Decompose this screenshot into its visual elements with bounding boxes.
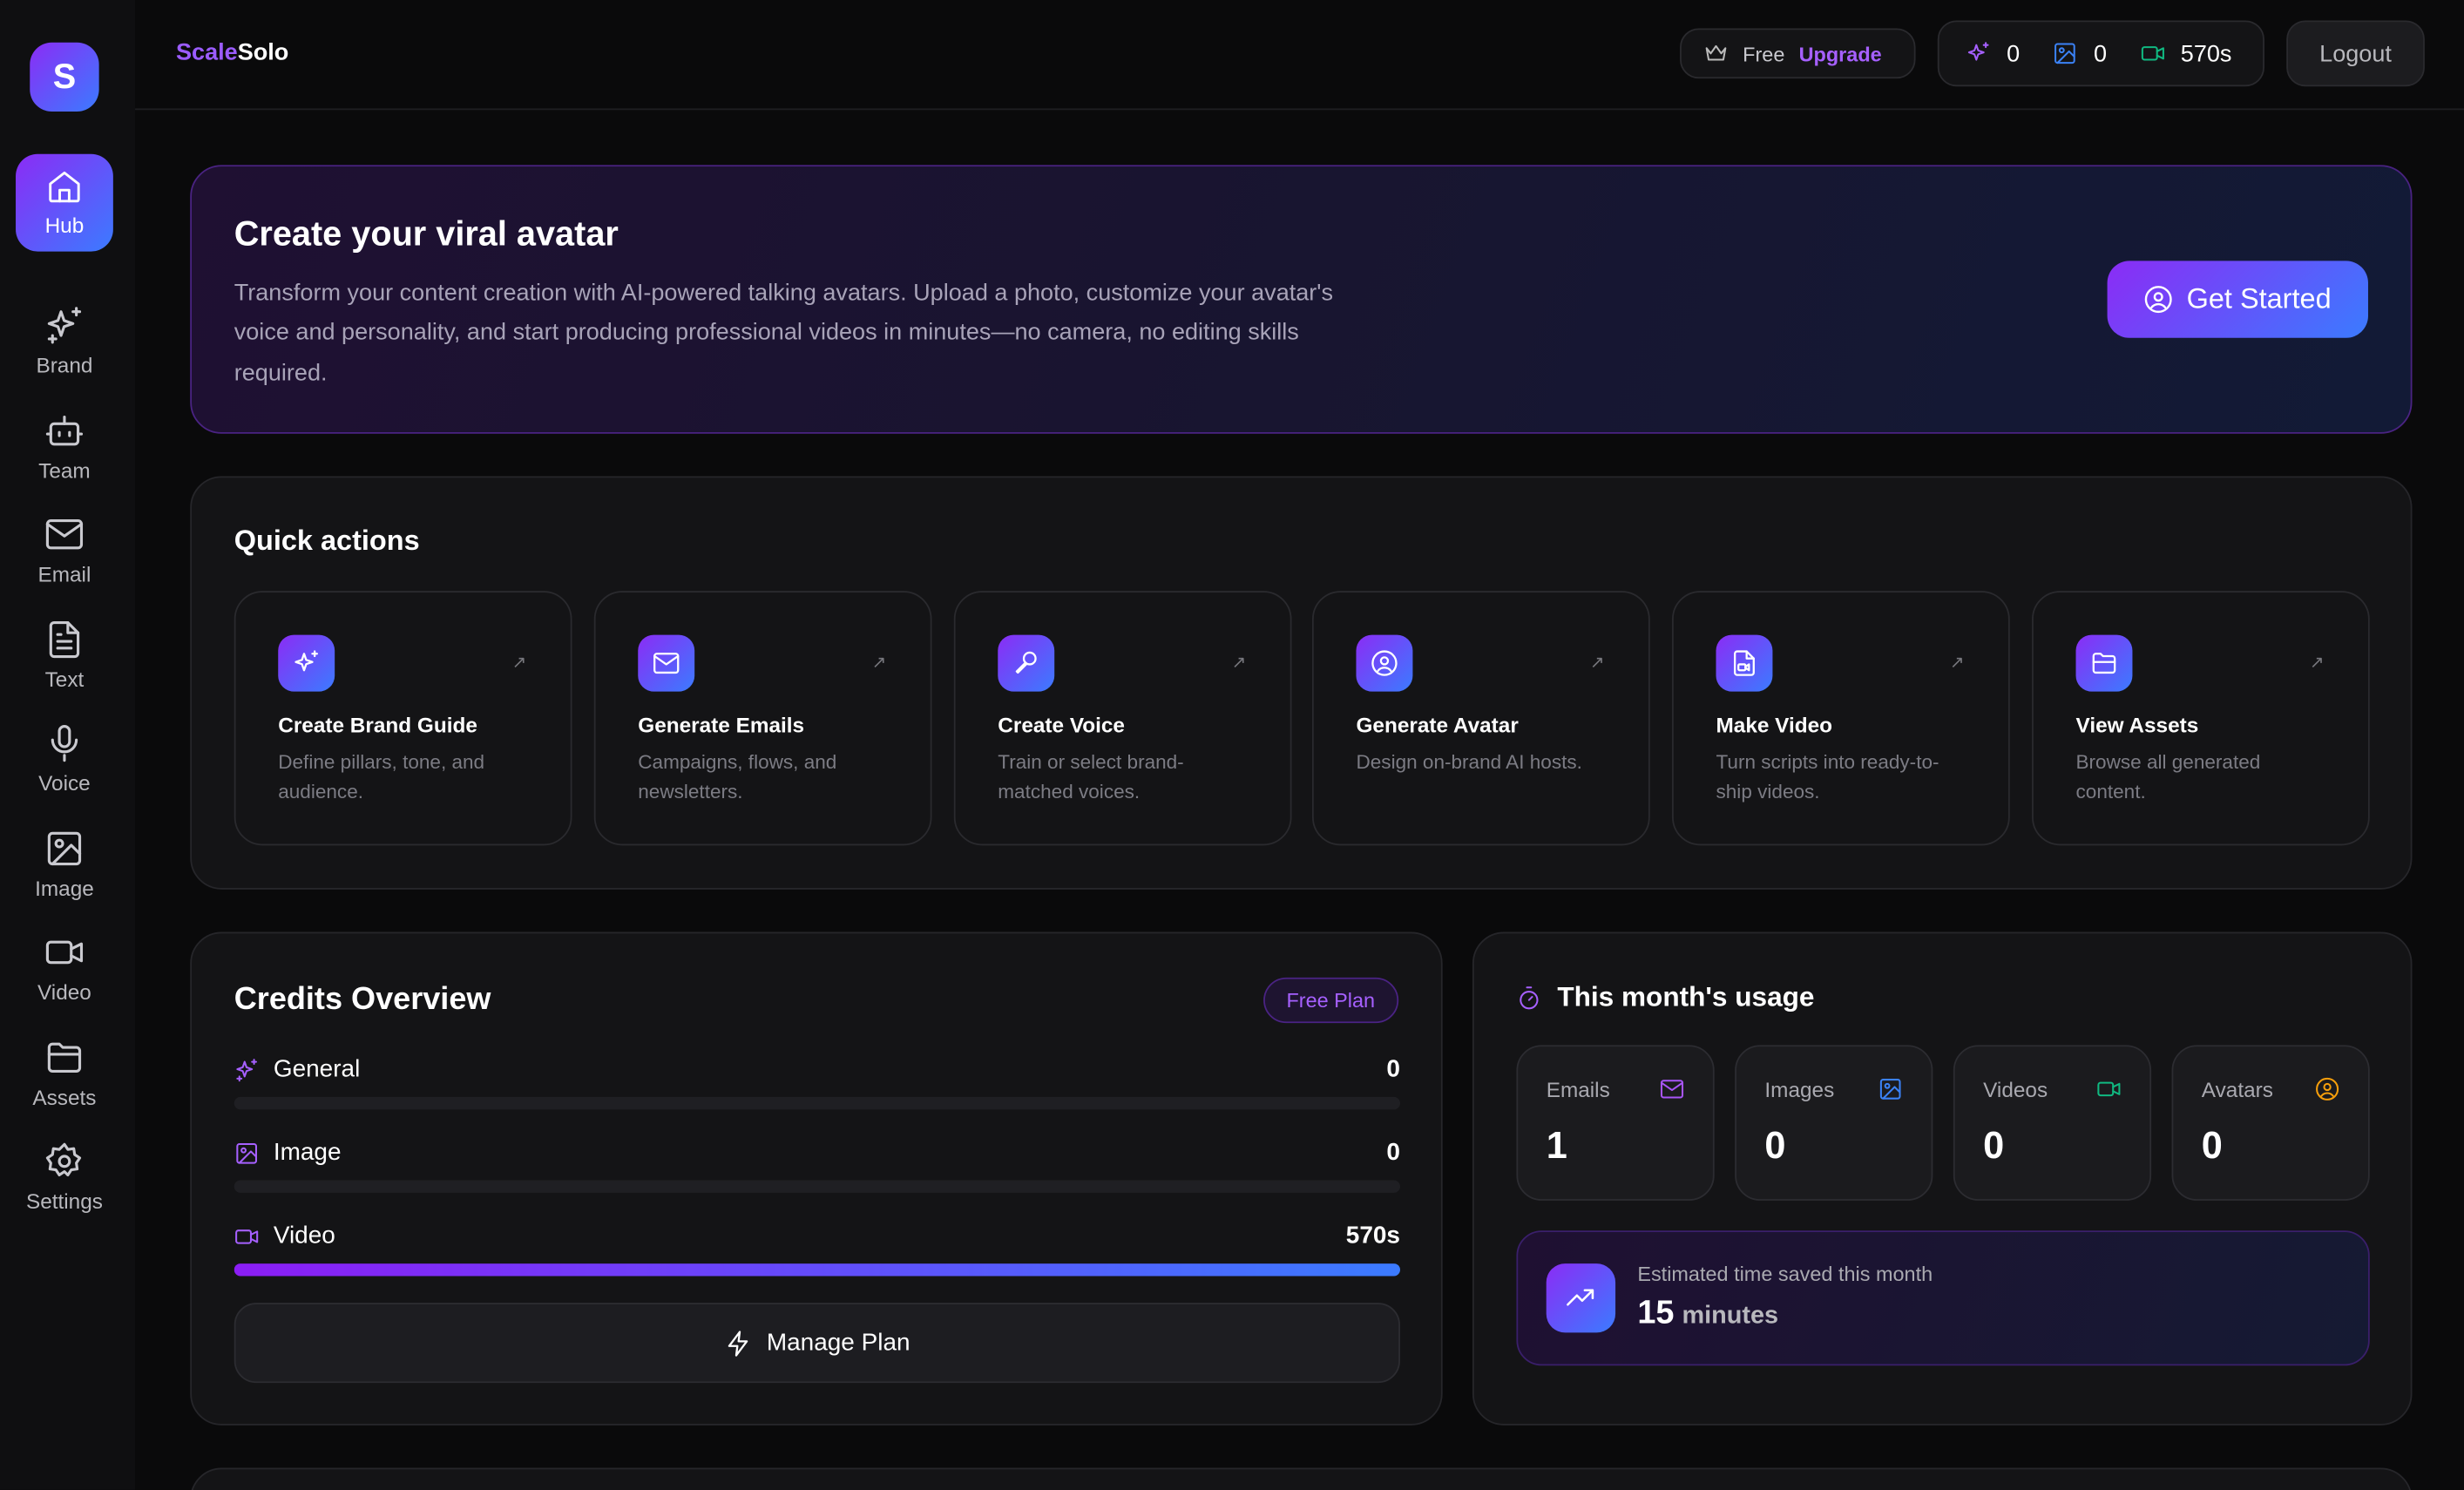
gear-icon	[45, 1142, 82, 1177]
mail-icon	[45, 519, 84, 550]
sidebar-item-assets[interactable]: Assets	[16, 1025, 113, 1122]
lower-panel	[190, 1467, 2413, 1490]
upgrade-link[interactable]: Upgrade	[1798, 41, 1882, 65]
home-icon	[49, 171, 80, 203]
bot-icon	[45, 415, 84, 446]
progress-bar	[234, 1180, 1400, 1193]
progress-bar	[234, 1263, 1400, 1277]
arrow-up-right-icon: ↗	[1231, 654, 1247, 673]
video-icon	[2141, 46, 2164, 61]
timer-icon	[1520, 985, 1539, 1009]
hero-description: Transform your content creation with AI-…	[234, 280, 1334, 386]
manage-plan-button[interactable]: Manage Plan	[234, 1303, 1400, 1384]
image-icon	[47, 831, 82, 866]
quick-action-generate-emails[interactable]: ↗ Generate Emails Campaigns, flows, and …	[593, 591, 932, 846]
progress-bar	[234, 1096, 1400, 1110]
get-started-button[interactable]: Get Started	[2107, 261, 2368, 338]
lightning-icon	[728, 1330, 748, 1356]
credits-pill: 0 0 570s	[1937, 20, 2264, 87]
quick-action-make-video[interactable]: ↗ Make Video Turn scripts into ready-to-…	[1671, 591, 2010, 846]
usage-stat-avatars: Avatars 0	[2171, 1045, 2370, 1201]
image-icon	[2054, 43, 2076, 64]
sidebar-item-settings[interactable]: Settings	[16, 1128, 113, 1226]
user-circle-icon	[2316, 1077, 2339, 1101]
top-header: ScaleSolo Free Upgrade 0 0 570s Logout	[135, 0, 2464, 111]
quick-action-create-voice[interactable]: ↗ Create Voice Train or select brand-mat…	[953, 591, 1292, 846]
usage-stat-images: Images 0	[1735, 1045, 1933, 1201]
usage-stat-emails: Emails 1	[1516, 1045, 1715, 1201]
monthly-usage-panel: This month's usage Emails 1 Images 0 Vid…	[1472, 931, 2413, 1426]
folder-icon	[47, 1042, 82, 1073]
quick-actions-title: Quick actions	[234, 525, 420, 557]
usage-stat-videos: Videos 0	[1953, 1045, 2152, 1201]
file-text-icon	[49, 620, 80, 659]
sidebar-item-hub[interactable]: Hub	[16, 153, 113, 252]
arrow-up-right-icon: ↗	[511, 654, 527, 673]
file-video-icon	[1733, 650, 1755, 676]
time-saved-card: Estimated time saved this month 15 minut…	[1516, 1230, 2370, 1366]
trending-up-icon	[1546, 1263, 1616, 1333]
crown-icon	[1705, 44, 1727, 61]
arrow-up-right-icon: ↗	[1589, 654, 1605, 673]
credits-title: Credits Overview	[234, 982, 491, 1017]
video-icon	[235, 1229, 259, 1244]
credits-overview-panel: Credits Overview Free Plan General 0 Ima…	[190, 931, 1443, 1426]
hero-title: Create your viral avatar	[234, 213, 619, 254]
quick-action-generate-avatar[interactable]: ↗ Generate Avatar Design on-brand AI hos…	[1311, 591, 1650, 846]
usage-title: This month's usage	[1557, 980, 1815, 1013]
folder-open-icon	[2092, 653, 2116, 674]
user-circle-icon	[1371, 650, 1398, 676]
sidebar-item-image[interactable]: Image	[16, 816, 113, 913]
mic-icon	[51, 724, 78, 762]
sparkles-icon	[1967, 42, 1989, 61]
arrow-up-right-icon: ↗	[2309, 654, 2325, 673]
mic-pen-icon	[1015, 651, 1037, 674]
sidebar-item-team[interactable]: Team	[16, 397, 113, 495]
user-circle-icon	[2145, 286, 2173, 314]
sparkles-icon	[236, 1059, 258, 1082]
mail-icon	[1660, 1080, 1684, 1099]
arrow-up-right-icon: ↗	[1949, 654, 1965, 673]
sidebar-item-email[interactable]: Email	[16, 501, 113, 599]
plan-pill: Free Upgrade	[1680, 28, 1916, 79]
plan-badge: Free Plan	[1262, 977, 1399, 1024]
sidebar: S Hub Brand Team Email Text Voice Image …	[0, 0, 136, 1490]
quick-action-view-assets[interactable]: ↗ View Assets Browse all generated conte…	[2032, 591, 2370, 846]
logout-button[interactable]: Logout	[2286, 20, 2425, 87]
hero-banner: Create your viral avatar Transform your …	[190, 165, 2413, 434]
sidebar-item-video[interactable]: Video	[16, 919, 113, 1017]
sparkles-icon	[294, 650, 319, 672]
sidebar-item-brand[interactable]: Brand	[16, 292, 113, 389]
image-icon	[236, 1142, 258, 1164]
arrow-up-right-icon: ↗	[871, 654, 887, 673]
image-icon	[1879, 1079, 1901, 1100]
brand-name: ScaleSolo	[175, 39, 289, 66]
video-icon	[45, 940, 84, 965]
video-icon	[2097, 1081, 2121, 1097]
app-logo[interactable]: S	[30, 42, 99, 112]
sidebar-item-voice[interactable]: Voice	[16, 710, 113, 808]
sidebar-item-text[interactable]: Text	[16, 606, 113, 704]
sparkles-icon	[47, 307, 82, 344]
quick-action-create-brand-guide[interactable]: ↗ Create Brand Guide Define pillars, ton…	[234, 591, 572, 846]
mail-icon	[653, 653, 680, 674]
quick-actions-panel: Quick actions ↗ Create Brand Guide Defin…	[190, 476, 2413, 890]
